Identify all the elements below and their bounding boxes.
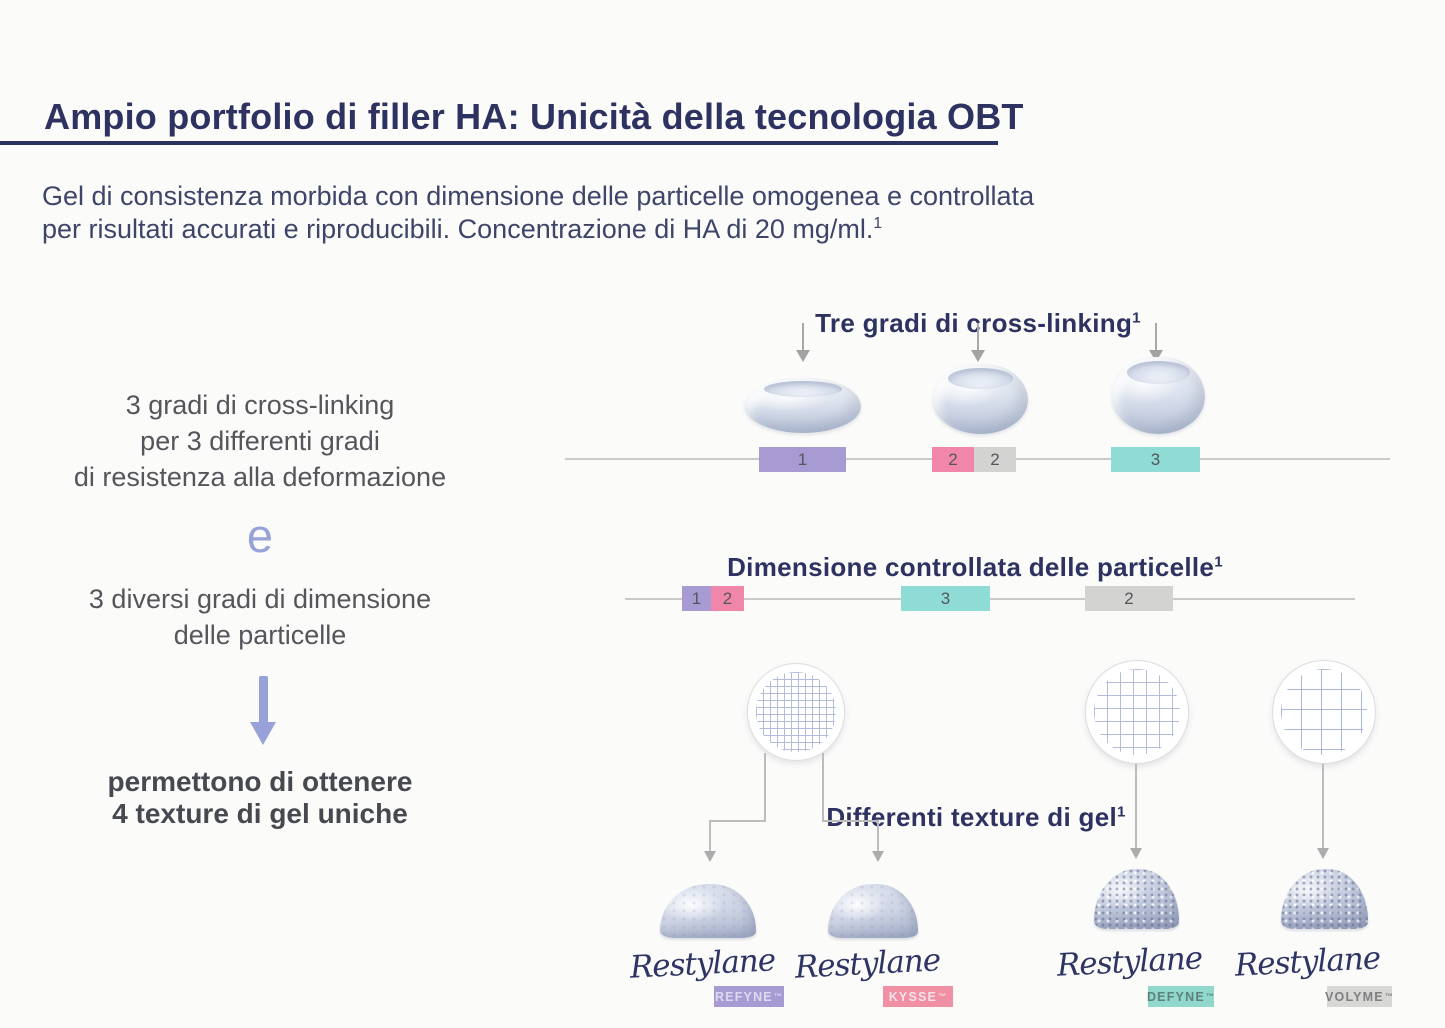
connector-line [709,820,766,822]
gel-blob-defyne [1094,869,1179,929]
particle-size-segment: 3 [901,586,990,611]
gel-blob-kysse [828,884,918,938]
product-label-defyne: DEFYNE ™ [1147,986,1214,1007]
intro-footnote: 1 [873,215,883,233]
particle-size-segment: 2 [1085,586,1173,611]
down-arrow-icon [259,676,268,724]
coarse-grid-pattern [1281,669,1367,755]
left-block-line: di resistenza alla deformazione [73,461,447,492]
down-arrow-icon [250,722,276,745]
page-title: Ampio portfolio di filler HA: Unicità de… [44,96,1024,138]
texture-footnote: 1 [1116,802,1126,820]
restylane-logo: Restylane [1234,940,1381,984]
down-arrow-icon [971,350,985,362]
segment-label: 2 [1124,588,1134,608]
connector-line [1135,764,1137,850]
texture-section-title: Differenti texture di gel1 [826,801,1126,832]
particle-size-footnote: 1 [1214,552,1223,570]
restylane-logo: Restylane [794,942,941,986]
crosslinking-section-title: Tre gradi di cross-linking1 [815,307,1141,338]
connector-line [877,820,879,853]
fine-grid-pattern [756,672,836,752]
segment-label: 2 [722,588,733,608]
left-block-crosslinking: 3 gradi di cross-linking per 3 different… [30,388,490,496]
particle-size-section-title: Dimensione controllata delle particelle1 [727,551,1223,582]
segment-label: 3 [1150,449,1161,469]
down-arrow-icon [1155,323,1157,350]
crosslinking-segment: 3 [1111,447,1200,472]
gel-mesh-coarse-icon [1272,660,1376,764]
left-result-text: permettono di ottenere 4 texture di gel … [30,766,490,830]
segment-label: 2 [948,449,958,469]
left-result-line: permettono di ottenere [107,766,413,797]
intro-line-2: per risultati accurati e riproducibili. … [42,214,883,245]
particle-size-axis-line [625,598,1355,600]
connector-line [709,820,711,853]
intro-line-1: Gel di consistenza morbida con dimension… [42,181,1035,211]
down-arrow-icon [802,323,804,350]
restylane-logo: Restylane [1056,940,1203,984]
gel-blob-mid-crosslink [933,364,1028,434]
connector-line [1322,764,1324,850]
down-arrow-icon [1317,848,1329,859]
down-arrow-icon [977,323,979,350]
left-result-line: 4 texture di gel uniche [112,798,408,830]
left-block-line: 3 gradi di cross-linking [125,390,395,420]
product-label-kysse: KYSSE ™ [883,986,953,1007]
gel-blob-high-crosslink [1112,357,1205,434]
down-arrow-icon [872,851,884,862]
down-arrow-icon [704,851,716,862]
gel-blob-refyne [660,884,756,938]
left-connector-word: e [246,509,274,562]
left-block-particle-size: 3 diversi gradi di dimensione delle part… [30,582,490,654]
gel-mesh-medium-icon [1085,660,1189,764]
intro-paragraph: Gel di consistenza morbida con dimension… [42,180,1262,246]
segment-label: 2 [990,449,1000,469]
segment-label: 1 [691,588,702,608]
segment-label: 3 [940,588,951,608]
restylane-logo: Restylane [629,942,776,986]
crosslinking-segment: 2 [974,447,1016,472]
left-block-line: per 3 differenti gradi [140,425,380,456]
connector-line [764,753,766,822]
connector-line [822,753,824,822]
gel-blob-low-crosslink [745,378,861,433]
down-arrow-icon [1130,848,1142,859]
left-block-line: delle particelle [173,619,347,650]
product-label-volyme: VOLYME ™ [1325,986,1393,1007]
title-underline [0,141,998,145]
product-label-refyne: REFYNE ™ [714,986,784,1007]
gel-blob-volyme [1281,869,1368,929]
crosslinking-footnote: 1 [1132,308,1141,326]
medium-grid-pattern [1094,669,1180,755]
down-arrow-icon [796,350,810,362]
segment-label: 1 [797,449,808,469]
left-block-line: 3 diversi gradi di dimensione [88,584,432,614]
particle-size-segment: 2 [711,586,744,611]
crosslinking-segment: 2 [932,447,974,472]
gel-mesh-fine-icon [747,663,845,761]
particle-size-segment: 1 [682,586,711,611]
connector-line [822,820,879,822]
crosslinking-segment: 1 [759,447,846,472]
